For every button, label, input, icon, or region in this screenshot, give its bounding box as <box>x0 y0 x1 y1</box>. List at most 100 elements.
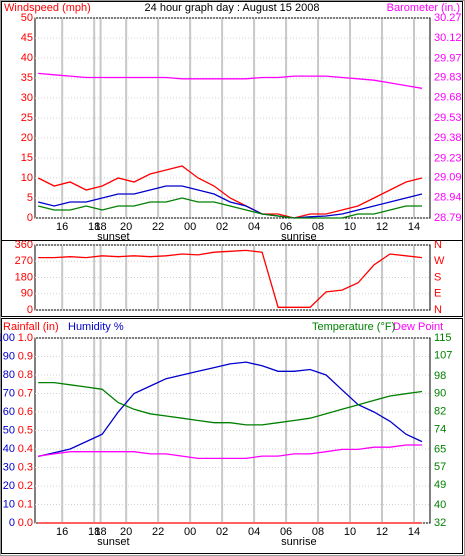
annotation: sunset <box>97 536 129 548</box>
y-tick-label: 10 <box>21 172 33 184</box>
series-line <box>38 197 422 219</box>
y-tick-label: 0 <box>27 212 33 224</box>
y-tick-label: 30 <box>21 92 33 104</box>
axis-label: Temperature (°F) <box>312 321 395 333</box>
y-tick-label: 45 <box>21 32 33 44</box>
y3-tick-label: 30 <box>3 461 15 473</box>
y-tick-label: 0.9 <box>18 350 33 362</box>
x-tick-label: 08 <box>312 221 324 233</box>
y2-tick-label: 29.38 <box>434 132 462 144</box>
x-tick-label: 10 <box>344 526 356 538</box>
x-tick-label: 00 <box>184 526 196 538</box>
x-tick-label: 20 <box>120 221 132 233</box>
x-tick-label: 14 <box>408 526 420 538</box>
y3-tick-label: 60 <box>3 406 15 418</box>
axis-label: Rainfall (in) <box>3 321 59 333</box>
y3-tick-label: 90 <box>3 350 15 362</box>
y2-tick-label: 107 <box>434 350 452 362</box>
y3-tick-label: 40 <box>3 443 15 455</box>
y-tick-label: 0.0 <box>18 517 33 529</box>
y-tick-label: 0 <box>27 304 33 316</box>
x-tick-label: 06 <box>280 526 292 538</box>
y-tick-label: 270 <box>15 255 33 267</box>
y2-tick-label: 32 <box>434 517 446 529</box>
x-tick-label: 20 <box>120 526 132 538</box>
y-tick-label: 35 <box>21 72 33 84</box>
chart-title: 24 hour graph day : August 15 2008 <box>145 2 320 14</box>
axis-label: Windspeed (mph) <box>4 2 91 14</box>
y2-tick-label: E <box>434 288 441 300</box>
y2-tick-label: 65 <box>434 443 446 455</box>
annotation: sunrise <box>281 231 316 243</box>
x-tick-label: 22 <box>152 221 164 233</box>
y2-tick-label: 49 <box>434 479 446 491</box>
y3-tick-label: 10 <box>3 498 15 510</box>
y-tick-label: 15 <box>21 152 33 164</box>
y2-tick-label: 29.53 <box>434 112 462 124</box>
y-tick-label: 360 <box>15 239 33 251</box>
y2-tick-label: 82 <box>434 405 446 417</box>
y2-tick-label: 29.68 <box>434 92 462 104</box>
y-tick-label: 0.8 <box>18 369 33 381</box>
y-tick-label: 0.7 <box>18 387 33 399</box>
y2-tick-label: 90 <box>434 388 446 400</box>
y3-tick-label: 50 <box>3 424 15 436</box>
series-line <box>38 381 423 426</box>
y-tick-label: 0.3 <box>18 461 33 473</box>
x-tick-label: 18 <box>88 221 100 233</box>
y2-tick-label: 115 <box>434 332 452 344</box>
y3-tick-label: 0 <box>9 517 15 529</box>
y3-tick-label: 70 <box>3 387 15 399</box>
axis-label: Barometer (in.) <box>387 2 460 14</box>
series-line <box>38 249 423 308</box>
y-tick-label: 0.2 <box>18 480 33 492</box>
x-tick-label: 16 <box>56 221 68 233</box>
y2-tick-label: 29.23 <box>434 152 462 164</box>
y2-tick-label: 28.94 <box>434 192 462 204</box>
y-tick-label: 5 <box>27 192 33 204</box>
x-tick-label: 00 <box>184 221 196 233</box>
x-tick-label: 02 <box>216 221 228 233</box>
y2-tick-label: 30.12 <box>434 32 462 44</box>
y2-tick-label: N <box>434 304 442 316</box>
y-tick-label: 0.6 <box>18 406 33 418</box>
annotation: sunrise <box>281 536 316 548</box>
y-tick-label: 25 <box>21 112 33 124</box>
y-tick-label: 0.4 <box>18 443 33 455</box>
x-tick-label: 08 <box>312 526 324 538</box>
y2-tick-label: 74 <box>434 423 446 435</box>
x-tick-label: 18 <box>94 526 106 538</box>
y-tick-label: 40 <box>21 52 33 64</box>
x-tick-label: 18 <box>88 526 100 538</box>
x-tick-label: 14 <box>408 221 420 233</box>
y2-tick-label: 40 <box>434 499 446 511</box>
y2-tick-label: 28.79 <box>434 212 462 224</box>
y2-tick-label: W <box>434 255 445 267</box>
y-tick-label: 180 <box>15 271 33 283</box>
y2-tick-label: N <box>434 239 442 251</box>
y-tick-label: 0.5 <box>18 424 33 436</box>
series-line <box>38 185 423 219</box>
series-line <box>37 165 423 219</box>
y2-tick-label: 57 <box>434 461 446 473</box>
y2-tick-label: 30.27 <box>434 12 462 24</box>
x-tick-label: 12 <box>376 221 388 233</box>
y2-tick-label: 29.97 <box>434 52 462 64</box>
axis-label: Humidity % <box>68 321 124 333</box>
y3-tick-label: 100 <box>0 332 15 344</box>
y-tick-label: 90 <box>21 288 33 300</box>
x-tick-label: 22 <box>152 526 164 538</box>
y-tick-label: 50 <box>21 12 33 24</box>
series-name: Dew Point <box>393 321 443 333</box>
panel-frame <box>1 318 463 554</box>
annotation: sunset <box>97 231 129 243</box>
x-tick-label: 10 <box>344 221 356 233</box>
y2-tick-label: 29.09 <box>434 171 462 183</box>
x-tick-label: 16 <box>56 526 68 538</box>
panel-frame <box>1 240 463 317</box>
y-tick-label: 0.1 <box>18 498 33 510</box>
y2-tick-label: S <box>434 271 441 283</box>
x-tick-label: 12 <box>376 526 388 538</box>
x-tick-label: 02 <box>216 526 228 538</box>
